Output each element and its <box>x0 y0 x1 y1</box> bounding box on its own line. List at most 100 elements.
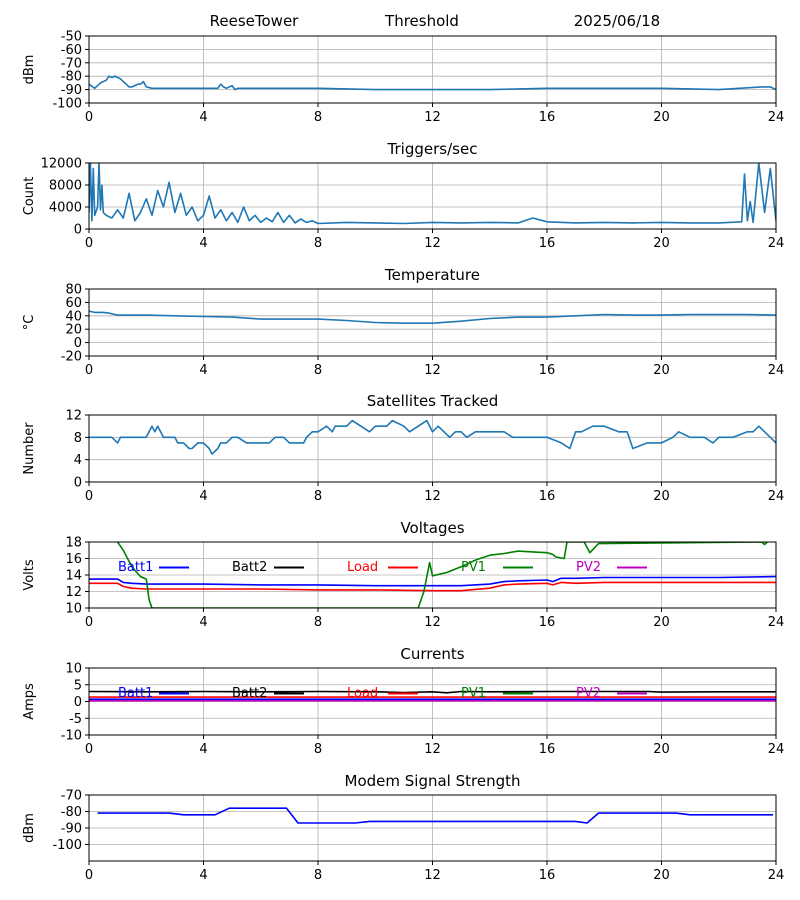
x-tick-label: 12 <box>424 742 441 757</box>
chart-title: Modem Signal Strength <box>345 772 521 790</box>
y-tick-label: -80 <box>61 805 82 820</box>
legend-label-batt1: Batt1 <box>118 560 153 575</box>
series-line-batt1 <box>89 575 776 587</box>
series-line-main <box>97 807 774 824</box>
y-tick-label: 10 <box>65 662 82 677</box>
y-tick-label: 12000 <box>41 157 82 172</box>
legend-label-batt2: Batt2 <box>232 560 267 575</box>
x-tick-label: 20 <box>653 615 670 630</box>
y-tick-label: -5 <box>69 712 82 727</box>
x-tick-label: 0 <box>85 110 93 125</box>
y-tick-label: 8 <box>74 431 82 446</box>
y-tick-label: 0 <box>74 476 82 491</box>
x-tick-label: 0 <box>85 489 93 504</box>
series-group <box>89 75 776 91</box>
x-tick-label: 16 <box>539 868 556 883</box>
x-tick-label: 24 <box>768 489 785 504</box>
y-tick-label: 0 <box>74 336 82 351</box>
series-group <box>89 542 776 608</box>
x-tick-label: 4 <box>199 363 207 378</box>
x-tick-label: 20 <box>653 489 670 504</box>
y-tick-label: 10 <box>65 602 82 617</box>
y-tick-label: 5 <box>74 678 82 693</box>
legend-label-load: Load <box>347 560 378 575</box>
x-tick-label: 8 <box>314 489 322 504</box>
y-tick-label: -100 <box>52 97 82 112</box>
legend-label-batt1: Batt1 <box>118 686 153 701</box>
date-label: 2025/06/18 <box>574 12 660 30</box>
y-tick-label: -60 <box>61 43 82 58</box>
x-tick-label: 20 <box>653 236 670 251</box>
x-tick-label: 16 <box>539 110 556 125</box>
x-tick-label: 20 <box>653 110 670 125</box>
x-tick-label: 8 <box>314 615 322 630</box>
y-tick-label: 4 <box>74 453 82 468</box>
y-axis-label: Amps <box>22 683 37 720</box>
x-tick-label: 24 <box>768 868 785 883</box>
series-line-batt2 <box>89 690 776 694</box>
y-tick-label: 0 <box>74 695 82 710</box>
y-tick-label: -90 <box>61 822 82 837</box>
y-axis-label: Count <box>22 177 37 216</box>
x-tick-label: 8 <box>314 110 322 125</box>
x-tick-label: 4 <box>199 868 207 883</box>
x-tick-label: 12 <box>424 236 441 251</box>
y-tick-label: 40 <box>65 309 82 324</box>
series-line-main <box>89 75 776 91</box>
y-tick-label: 12 <box>65 585 82 600</box>
chart-panel-satellites: 0 4 8 12 16 20 24 0 4 8 12 Satellites Tracked Number <box>22 392 784 504</box>
mode-label: Threshold <box>384 12 459 30</box>
y-tick-label: -70 <box>61 56 82 71</box>
x-tick-label: 16 <box>539 489 556 504</box>
series-line-main <box>89 163 776 225</box>
y-tick-label: 80 <box>65 283 82 298</box>
y-tick-label: -10 <box>61 729 82 744</box>
series-group <box>89 690 776 702</box>
y-tick-label: -100 <box>52 838 82 853</box>
x-tick-label: 8 <box>314 742 322 757</box>
x-tick-label: 20 <box>653 868 670 883</box>
y-axis-label: Volts <box>22 559 37 591</box>
y-tick-label: 60 <box>65 296 82 311</box>
series-group <box>97 807 774 824</box>
series-line-main <box>89 310 776 325</box>
legend-label-pv1: PV1 <box>461 686 486 701</box>
x-tick-label: 12 <box>424 489 441 504</box>
y-tick-label: 16 <box>65 552 82 567</box>
x-tick-label: 16 <box>539 363 556 378</box>
y-axis-label: dBm <box>22 813 37 843</box>
y-tick-label: -50 <box>61 30 82 45</box>
legend-label-batt2: Batt2 <box>232 686 267 701</box>
chart-panel-signal: 0 4 8 12 16 20 24 -100-90-80-70-60-50 dBm <box>22 30 784 126</box>
y-tick-label: 18 <box>65 536 82 551</box>
series-group <box>89 419 776 455</box>
x-tick-label: 24 <box>768 236 785 251</box>
x-tick-label: 12 <box>424 868 441 883</box>
y-tick-label: 14 <box>65 569 82 584</box>
y-axis-label: dBm <box>22 55 37 85</box>
chart-title: Currents <box>400 645 464 663</box>
x-tick-label: 20 <box>653 742 670 757</box>
x-tick-label: 0 <box>85 742 93 757</box>
chart-title: Voltages <box>400 519 464 537</box>
legend-label-pv2: PV2 <box>576 686 601 701</box>
y-tick-label: -80 <box>61 70 82 85</box>
x-tick-label: 4 <box>199 110 207 125</box>
x-tick-label: 8 <box>314 236 322 251</box>
legend-label-pv1: PV1 <box>461 560 486 575</box>
legend-label-pv2: PV2 <box>576 560 601 575</box>
x-tick-label: 0 <box>85 363 93 378</box>
x-tick-label: 24 <box>768 363 785 378</box>
x-tick-label: 12 <box>424 363 441 378</box>
y-tick-label: -70 <box>61 789 82 804</box>
series-line-load <box>89 581 776 592</box>
x-tick-label: 12 <box>424 110 441 125</box>
chart-panel-triggers: 0 4 8 12 16 20 24 0 4000 8000 12000 Triggers/sec Cou… <box>22 140 784 251</box>
y-tick-label: -20 <box>61 350 82 365</box>
y-axis-label: Number <box>22 422 37 475</box>
x-tick-label: 8 <box>314 363 322 378</box>
x-tick-label: 24 <box>768 110 785 125</box>
